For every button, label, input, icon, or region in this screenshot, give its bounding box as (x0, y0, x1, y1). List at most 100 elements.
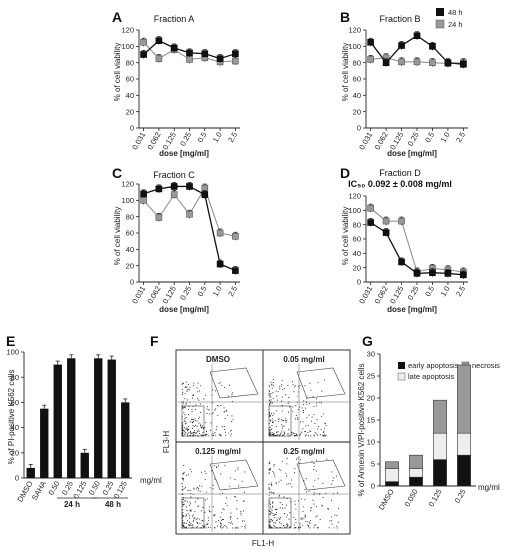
panel-c-xtick-label: 1.0 (211, 285, 224, 299)
flow-dot (271, 431, 273, 434)
panel-c-ytick-label: 80 (126, 212, 134, 221)
panel-c-series-48h-point (170, 183, 178, 190)
flow-dot (269, 394, 271, 396)
flow-dot (304, 488, 306, 490)
flow-dot (273, 524, 275, 527)
flow-dot (194, 418, 196, 420)
flow-dot (290, 479, 293, 481)
g-legend-early: early apoptosis (408, 361, 459, 370)
flow-dot (286, 514, 289, 516)
flow-dot (287, 428, 290, 430)
flow-dot (187, 426, 189, 428)
flow-label-005: 0.05 mg/ml (283, 355, 324, 364)
panel-a-ytick-label: 0 (130, 124, 134, 133)
flow-dot (205, 491, 207, 493)
panel-c-ytick-label: 120 (121, 180, 134, 189)
flow-dot (212, 506, 214, 508)
flow-dot (189, 431, 192, 433)
flow-dot (236, 500, 238, 502)
flow-dot (204, 499, 207, 501)
flow-dot (224, 525, 226, 527)
flow-dot (305, 407, 307, 409)
panel-a-series-48h-point (201, 50, 209, 57)
flow-dot (297, 395, 299, 397)
flow-dot (189, 503, 191, 505)
flow-dot (216, 405, 218, 407)
flow-dot (275, 508, 277, 511)
flow-dot (182, 473, 184, 475)
flow-dot (186, 514, 188, 516)
flow-dot (295, 414, 297, 417)
flow-dot (268, 494, 270, 496)
flow-dot (302, 421, 304, 423)
flow-quadrant-dots (178, 456, 262, 532)
flow-dot (231, 421, 233, 423)
panel-a-ylabel: % of cell viability (113, 43, 122, 102)
flow-dot (271, 512, 273, 514)
flow-dot (194, 511, 196, 513)
flow-dot (304, 385, 306, 387)
flow-dot (206, 406, 208, 408)
panel-d-title: Fraction D (379, 168, 421, 178)
flow-dot (193, 426, 195, 428)
flow-dot (201, 485, 203, 487)
flow-dot (293, 524, 295, 526)
flow-dot (197, 391, 199, 393)
flow-dot (198, 505, 200, 507)
flow-dot (182, 516, 184, 518)
flow-dot (299, 385, 301, 387)
flow-dot (282, 525, 284, 527)
flow-dot (221, 519, 223, 521)
flow-dot (181, 393, 183, 395)
flow-dot (279, 518, 281, 520)
panel-a-series-24h-point (155, 55, 163, 62)
flow-dot (204, 394, 207, 396)
flow-dot (307, 425, 309, 427)
panel-c-series-24h-point (155, 214, 163, 221)
flow-dot (184, 432, 186, 434)
panel-c-series-24h-point (140, 197, 147, 204)
panel-a-xtick-label: 0.5 (196, 131, 209, 145)
flow-dot (315, 524, 317, 526)
flow-dot (301, 407, 303, 409)
flow-dot (269, 506, 272, 508)
flow-dot (235, 496, 237, 498)
flow-dot (197, 490, 199, 492)
flow-dot (184, 418, 186, 420)
flow-dot (305, 521, 307, 523)
flow-dot (272, 501, 274, 503)
flow-dot (208, 435, 210, 437)
panel-letter-a: A (112, 9, 122, 25)
flow-dot (331, 523, 333, 525)
flow-dot (315, 516, 317, 518)
flow-dot (269, 514, 271, 516)
flow-dot (272, 415, 274, 417)
flow-dot (320, 402, 322, 404)
flow-dot (286, 483, 288, 485)
flow-dot (205, 472, 207, 475)
flow-gate (181, 405, 205, 437)
flow-dot (313, 468, 315, 471)
flow-dot (213, 435, 215, 437)
flow-dot (215, 408, 217, 410)
flow-dot (322, 434, 324, 436)
flow-dot (294, 500, 296, 502)
flow-dot (185, 506, 187, 508)
flow-dot (190, 471, 192, 473)
flow-dot (204, 427, 206, 429)
flow-dot (205, 523, 207, 525)
flow-dot (237, 467, 239, 469)
flow-dot (276, 520, 278, 522)
flow-dot (271, 418, 273, 420)
panel-d-ytick-label: 100 (348, 206, 361, 215)
flow-dot (185, 500, 187, 502)
panel-b-series-48h-point (460, 60, 467, 68)
panel-a-series-24h-point (232, 57, 239, 65)
flow-dot (306, 398, 308, 400)
flow-dot (220, 523, 222, 525)
flow-dot (313, 527, 315, 529)
flow-dot (221, 512, 223, 514)
flow-dot (198, 422, 200, 424)
flow-dot (294, 503, 296, 505)
panel-b-series-24h-point (398, 58, 405, 66)
